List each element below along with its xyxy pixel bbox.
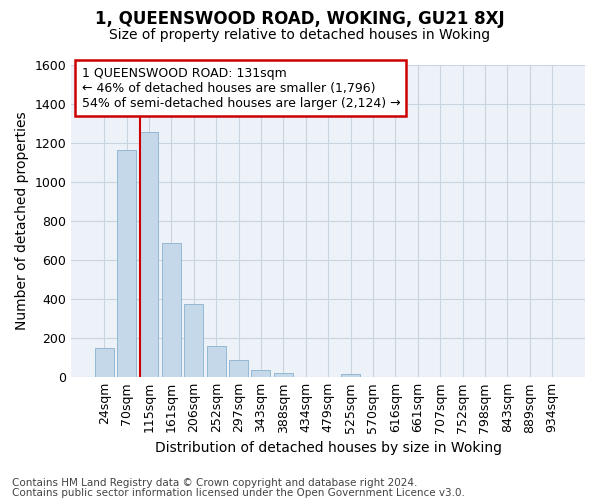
Bar <box>139 132 158 377</box>
Text: Size of property relative to detached houses in Woking: Size of property relative to detached ho… <box>109 28 491 42</box>
Text: 1, QUEENSWOOD ROAD, WOKING, GU21 8XJ: 1, QUEENSWOOD ROAD, WOKING, GU21 8XJ <box>95 10 505 28</box>
Bar <box>184 304 203 377</box>
Bar <box>162 242 181 377</box>
Bar <box>341 374 360 377</box>
Y-axis label: Number of detached properties: Number of detached properties <box>15 112 29 330</box>
Text: 1 QUEENSWOOD ROAD: 131sqm
← 46% of detached houses are smaller (1,796)
54% of se: 1 QUEENSWOOD ROAD: 131sqm ← 46% of detac… <box>82 66 400 110</box>
Bar <box>274 374 293 377</box>
Bar <box>251 370 271 377</box>
Bar <box>229 360 248 377</box>
Bar <box>117 150 136 377</box>
Text: Contains HM Land Registry data © Crown copyright and database right 2024.: Contains HM Land Registry data © Crown c… <box>12 478 418 488</box>
Bar <box>206 346 226 377</box>
Text: Contains public sector information licensed under the Open Government Licence v3: Contains public sector information licen… <box>12 488 465 498</box>
X-axis label: Distribution of detached houses by size in Woking: Distribution of detached houses by size … <box>155 441 502 455</box>
Bar <box>95 348 113 377</box>
